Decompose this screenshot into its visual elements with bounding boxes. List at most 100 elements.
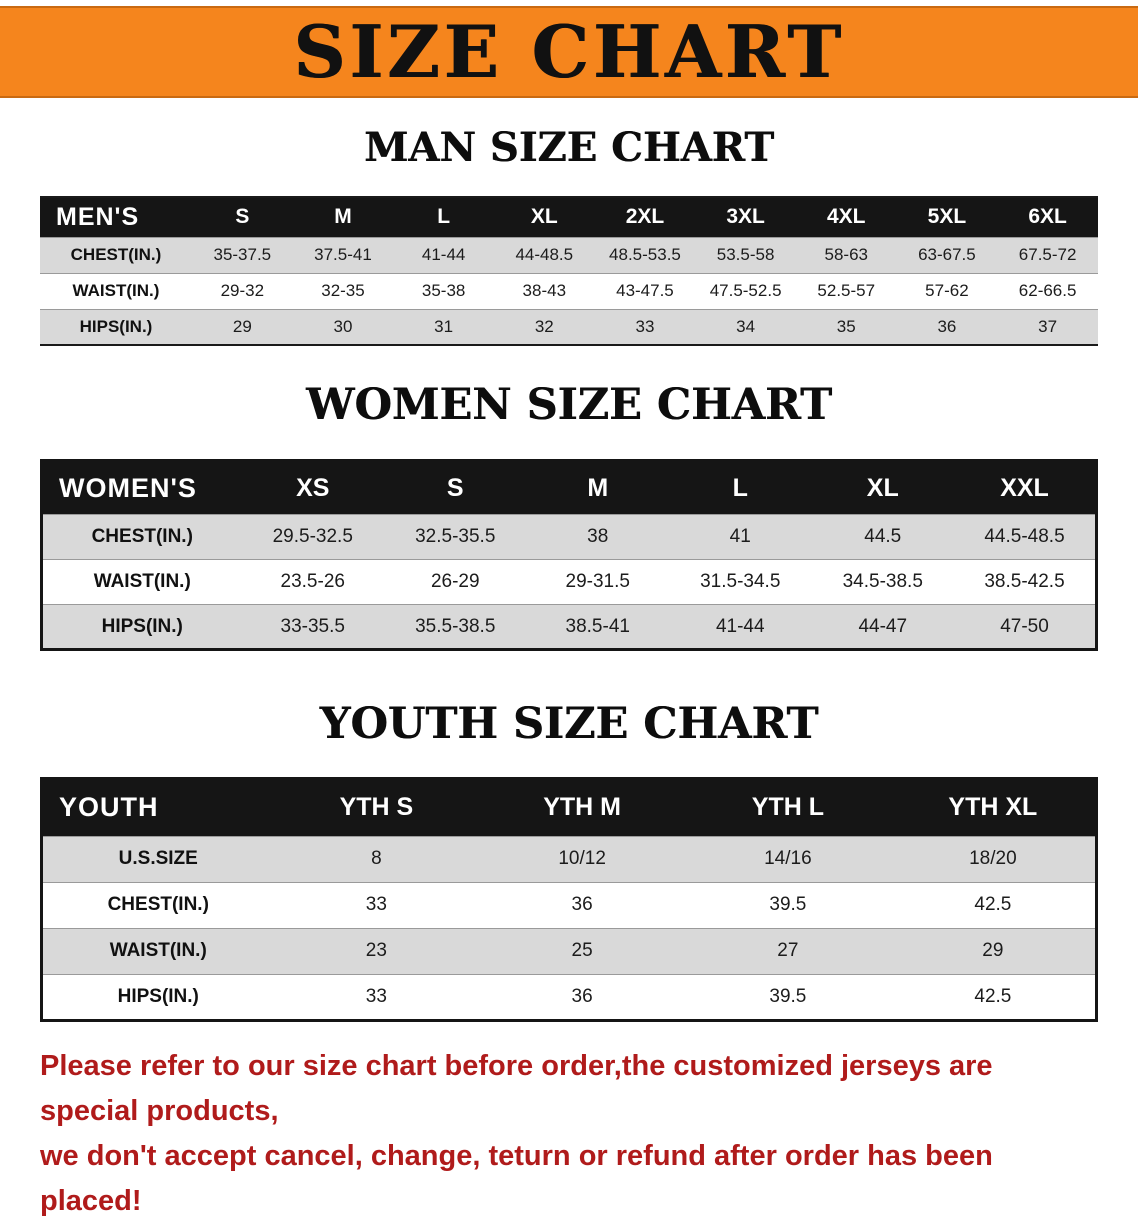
value-cell: 42.5 xyxy=(974,894,1012,916)
table-row: CHEST(IN.) 35-37.5 37.5-41 41-44 44-48.5 48.5… xyxy=(40,237,1098,273)
value-cell: 44.5 xyxy=(864,526,902,548)
table-header-row: WOMEN'S XS S M L XL XXL xyxy=(41,460,1097,515)
value-cell: 34.5-38.5 xyxy=(842,571,923,593)
value-cell: 44-48.5 xyxy=(515,245,574,264)
table-row: WAIST(IN.) 23.5-26 26-29 29-31.5 31.5-34.5 34… xyxy=(41,559,1097,605)
value-cell: 42.5 xyxy=(974,985,1012,1007)
youth-section: YOUTH SIZE CHART YOUTH YTH S YTH M YTH L YTH… xyxy=(0,699,1138,1022)
value-cell: 36 xyxy=(937,316,957,336)
value-cell: 39.5 xyxy=(769,985,807,1007)
value-cell: 30 xyxy=(333,316,353,336)
value-cell: 63-67.5 xyxy=(918,245,976,264)
table-row: U.S.SIZE 8 10/12 14/16 18/20 xyxy=(41,836,1097,883)
value-cell: 14/16 xyxy=(764,848,812,870)
table-row: CHEST(IN.) 33 36 39.5 42.5 xyxy=(41,882,1097,929)
table-row: HIPS(IN.) 33 36 39.5 42.5 xyxy=(41,974,1097,1021)
value-cell: 31 xyxy=(434,316,454,336)
row-label-cell: CHEST(IN.) xyxy=(91,526,193,548)
value-cell: 39.5 xyxy=(769,894,807,916)
value-cell: 53.5-58 xyxy=(716,245,775,264)
value-cell: 29 xyxy=(982,940,1004,962)
row-label-cell: WAIST(IN.) xyxy=(72,281,160,300)
value-cell: 37.5-41 xyxy=(314,245,372,264)
value-cell: 32-35 xyxy=(321,281,365,300)
value-cell: 10/12 xyxy=(558,848,606,870)
size-column-header: L xyxy=(669,460,812,515)
youth-size-table: YOUTH YTH S YTH M YTH L YTH XL U.S.SIZE 8 10/12… xyxy=(40,776,1098,1022)
youth-section-heading: YOUTH SIZE CHART xyxy=(319,699,819,750)
table-title-cell: WOMEN'S xyxy=(41,460,242,515)
value-cell: 35-37.5 xyxy=(213,245,272,264)
disclaimer-line-2: we don't accept cancel, change, teturn o… xyxy=(40,1139,993,1217)
value-cell: 29.5-32.5 xyxy=(272,526,353,548)
value-cell: 18/20 xyxy=(969,848,1017,870)
size-column-header: XXL xyxy=(954,460,1097,515)
value-cell: 23.5-26 xyxy=(280,571,345,593)
value-cell: 8 xyxy=(371,848,382,870)
size-column-header: 2XL xyxy=(594,197,696,237)
table-header-row: MEN'S S M L XL 2XL 3XL 4XL 5XL 6XL xyxy=(40,197,1098,237)
value-cell: 35.5-38.5 xyxy=(415,615,496,637)
size-column-header: S xyxy=(192,197,293,237)
women-section: WOMEN SIZE CHART WOMEN'S XS S M L XL XXL CHEST(… xyxy=(0,380,1138,652)
table-row: WAIST(IN.) 23 25 27 29 xyxy=(41,928,1097,975)
value-cell: 33 xyxy=(635,316,655,336)
table-header-row: YOUTH YTH S YTH M YTH L YTH XL xyxy=(41,778,1097,837)
value-cell: 33 xyxy=(365,985,387,1007)
table-row: CHEST(IN.) 29.5-32.5 32.5-35.5 38 41 44.5 44.5… xyxy=(41,514,1097,560)
men-section-heading: MAN SIZE CHART xyxy=(364,124,774,171)
banner: SIZE CHART xyxy=(0,6,1138,98)
disclaimer: Please refer to our size chart before or… xyxy=(0,1044,1138,1224)
value-cell: 33-35.5 xyxy=(280,615,345,637)
value-cell: 62-66.5 xyxy=(1018,281,1077,300)
value-cell: 26-29 xyxy=(430,571,480,593)
men-section: MAN SIZE CHART MEN'S S M L XL 2XL 3XL 4XL 5XL 6XL… xyxy=(0,126,1138,346)
row-label-cell: CHEST(IN.) xyxy=(70,245,162,264)
value-cell: 57-62 xyxy=(925,281,969,300)
women-section-heading: WOMEN SIZE CHART xyxy=(306,380,832,430)
men-size-table: MEN'S S M L XL 2XL 3XL 4XL 5XL 6XL CHEST(IN.) 35-37… xyxy=(40,196,1098,346)
value-cell: 67.5-72 xyxy=(1018,245,1077,264)
row-label-cell: HIPS(IN.) xyxy=(101,615,183,637)
value-cell: 23 xyxy=(365,940,387,962)
row-label-cell: CHEST(IN.) xyxy=(107,894,209,916)
value-cell: 29-31.5 xyxy=(565,571,630,593)
size-column-header: 6XL xyxy=(997,197,1098,237)
size-column-header: 4XL xyxy=(795,197,897,237)
page-title: SIZE CHART xyxy=(293,9,845,94)
size-column-header: M xyxy=(292,197,394,237)
value-cell: 37 xyxy=(1038,316,1058,336)
size-column-header: XL xyxy=(493,197,595,237)
size-column-header: YTH L xyxy=(685,778,891,837)
size-chart-page: SIZE CHART MAN SIZE CHART MEN'S S M L XL 2XL 3… xyxy=(0,6,1138,1217)
value-cell: 29 xyxy=(232,316,252,336)
table-row: WAIST(IN.) 29-32 32-35 35-38 38-43 43-47.5 47.… xyxy=(40,273,1098,309)
size-column-header: XL xyxy=(811,460,954,515)
row-label-cell: WAIST(IN.) xyxy=(109,940,207,962)
value-cell: 35-38 xyxy=(421,281,466,300)
value-cell: 29-32 xyxy=(220,281,265,300)
size-column-header: M xyxy=(526,460,669,515)
disclaimer-line-1: Please refer to our size chart before or… xyxy=(40,1049,993,1127)
row-label-cell: U.S.SIZE xyxy=(118,848,198,870)
size-column-header: YTH XL xyxy=(890,778,1097,837)
row-label-cell: HIPS(IN.) xyxy=(117,985,199,1007)
value-cell: 36 xyxy=(571,894,593,916)
size-column-header: L xyxy=(393,197,494,237)
table-row: HIPS(IN.) 33-35.5 35.5-38.5 38.5-41 41-44 44-… xyxy=(41,604,1097,650)
value-cell: 43-47.5 xyxy=(616,281,674,300)
value-cell: 34 xyxy=(736,316,756,336)
size-column-header: YTH M xyxy=(479,778,685,837)
value-cell: 32.5-35.5 xyxy=(415,526,496,548)
value-cell: 27 xyxy=(777,940,799,962)
row-label-cell: HIPS(IN.) xyxy=(79,316,153,336)
size-column-header: XS xyxy=(241,460,384,515)
value-cell: 31.5-34.5 xyxy=(700,571,781,593)
table-title-cell: YOUTH xyxy=(41,778,274,837)
value-cell: 33 xyxy=(365,894,387,916)
size-column-header: YTH S xyxy=(273,778,480,837)
value-cell: 41 xyxy=(729,526,751,548)
value-cell: 41-44 xyxy=(715,615,765,637)
value-cell: 38-43 xyxy=(522,281,567,300)
value-cell: 35 xyxy=(836,316,856,336)
